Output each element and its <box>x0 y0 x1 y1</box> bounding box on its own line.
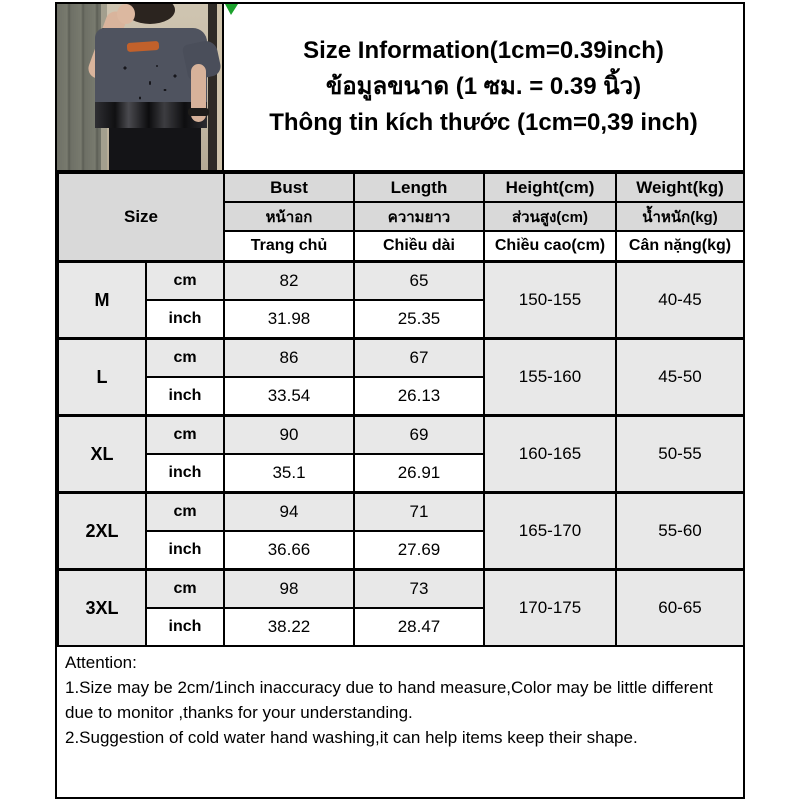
3xl-bust-inch: 38.22 <box>223 607 355 647</box>
header-weight-vi: Cân nặng(kg) <box>615 230 745 263</box>
m-length-cm: 65 <box>353 260 485 301</box>
unit-label-cm: cm <box>145 337 225 378</box>
header-length-en: Length <box>353 172 485 203</box>
table-row-2xl-inch: inch 36.66 27.69 <box>58 530 744 571</box>
table-row-3xl-inch: inch 38.22 28.47 <box>58 607 744 647</box>
3xl-length-inch: 28.47 <box>353 607 485 647</box>
2xl-length-inch: 27.69 <box>353 530 485 571</box>
header-weight-en: Weight(kg) <box>615 172 745 203</box>
header-weight-th: น้ำหนัก(kg) <box>615 201 745 232</box>
attention-title: Attention: <box>65 653 137 672</box>
header-length-th: ความยาว <box>353 201 485 232</box>
unit-label-inch: inch <box>145 453 225 494</box>
xl-length-cm: 69 <box>353 414 485 455</box>
product-photo <box>57 4 224 170</box>
xl-weight-range: 50-55 <box>615 414 745 494</box>
unit-label-cm: cm <box>145 414 225 455</box>
l-height-range: 155-160 <box>483 337 617 417</box>
3xl-bust-cm: 98 <box>223 568 355 609</box>
header-bust-vi: Trang chủ <box>223 230 355 263</box>
header-length-vi: Chiều dài <box>353 230 485 263</box>
l-length-cm: 67 <box>353 337 485 378</box>
table-row-m-cm: M cm 82 65 150-155 40-45 <box>57 260 745 340</box>
l-length-inch: 26.13 <box>353 376 485 417</box>
table-row-xl-cm: XL cm 90 69 160-165 50-55 <box>57 414 745 494</box>
header-height-th: ส่วนสูง(cm) <box>483 201 617 232</box>
table-row-m-inch: inch 31.98 25.35 <box>58 299 744 340</box>
photo-model-watch <box>188 108 209 116</box>
unit-label-inch: inch <box>145 299 225 340</box>
header-row-thai: หน้าอก ความยาว ส่วนสูง(cm) น้ำหนัก(kg) <box>58 201 745 232</box>
xl-length-inch: 26.91 <box>353 453 485 494</box>
m-height-range: 150-155 <box>483 260 617 340</box>
header-row-english: Size Bust Length Height(cm) Weight(kg) <box>57 172 745 263</box>
header-bust-en: Bust <box>223 172 355 203</box>
2xl-bust-inch: 36.66 <box>223 530 355 571</box>
title-thai: ข้อมูลขนาด (1 ซม. = 0.39 นิ้ว) <box>325 73 642 100</box>
m-weight-range: 40-45 <box>615 260 745 340</box>
table-row-l-inch: inch 33.54 26.13 <box>58 376 744 417</box>
unit-label-inch: inch <box>145 607 225 647</box>
unit-label-inch: inch <box>145 530 225 571</box>
size-header-cell: Size <box>57 172 225 263</box>
attention-note-1: 1.Size may be 2cm/1inch inaccuracy due t… <box>65 678 713 722</box>
header-height-en: Height(cm) <box>483 172 617 203</box>
photo-right-frame <box>208 4 217 170</box>
xl-height-range: 160-165 <box>483 414 617 494</box>
size-cell-xl: XL <box>57 414 147 494</box>
3xl-height-range: 170-175 <box>483 568 617 647</box>
header-bust-th: หน้าอก <box>223 201 355 232</box>
title-vietnamese: Thông tin kích thước (1cm=0,39 inch) <box>269 109 698 136</box>
unit-label-cm: cm <box>145 491 225 532</box>
unit-label-cm: cm <box>145 260 225 301</box>
size-cell-2xl: 2XL <box>57 491 147 571</box>
table-row-xl-inch: inch 35.1 26.91 <box>58 453 744 494</box>
2xl-weight-range: 55-60 <box>615 491 745 571</box>
size-table: Size Bust Length Height(cm) Weight(kg) ห… <box>57 172 745 647</box>
2xl-bust-cm: 94 <box>223 491 355 532</box>
top-section: Size Information(1cm=0.39inch) ข้อมูลขนา… <box>57 4 743 172</box>
photo-door-background <box>57 4 101 170</box>
2xl-length-cm: 71 <box>353 491 485 532</box>
title-block: Size Information(1cm=0.39inch) ข้อมูลขนา… <box>224 4 743 170</box>
header-row-vietnamese: Trang chủ Chiều dài Chiều cao(cm) Cân nặ… <box>58 230 745 263</box>
attention-note-2: 2.Suggestion of cold water hand washing,… <box>65 728 638 747</box>
size-chart-content: Size Information(1cm=0.39inch) ข้อมูลขนา… <box>55 2 745 799</box>
green-corner-icon <box>225 4 238 15</box>
xl-bust-cm: 90 <box>223 414 355 455</box>
size-cell-l: L <box>57 337 147 417</box>
l-bust-inch: 33.54 <box>223 376 355 417</box>
attention-section: Attention: 1.Size may be 2cm/1inch inacc… <box>57 647 743 797</box>
unit-label-cm: cm <box>145 568 225 609</box>
xl-bust-inch: 35.1 <box>223 453 355 494</box>
l-bust-cm: 86 <box>223 337 355 378</box>
m-bust-inch: 31.98 <box>223 299 355 340</box>
table-row-3xl-cm: 3XL cm 98 73 170-175 60-65 <box>57 568 745 647</box>
photo-model-hair <box>125 4 175 24</box>
size-cell-3xl: 3XL <box>57 568 147 647</box>
3xl-length-cm: 73 <box>353 568 485 609</box>
m-bust-cm: 82 <box>223 260 355 301</box>
photo-right-wall <box>217 4 222 170</box>
photo-model-shorts <box>109 128 201 170</box>
unit-label-inch: inch <box>145 376 225 417</box>
3xl-weight-range: 60-65 <box>615 568 745 647</box>
photo-model-hand <box>117 4 135 24</box>
table-row-2xl-cm: 2XL cm 94 71 165-170 55-60 <box>57 491 745 571</box>
photo-model-lower-arm <box>191 64 206 122</box>
2xl-height-range: 165-170 <box>483 491 617 571</box>
table-row-l-cm: L cm 86 67 155-160 45-50 <box>57 337 745 417</box>
m-length-inch: 25.35 <box>353 299 485 340</box>
header-height-vi: Chiều cao(cm) <box>483 230 617 263</box>
title-english: Size Information(1cm=0.39inch) <box>303 37 664 64</box>
l-weight-range: 45-50 <box>615 337 745 417</box>
size-cell-m: M <box>57 260 147 340</box>
